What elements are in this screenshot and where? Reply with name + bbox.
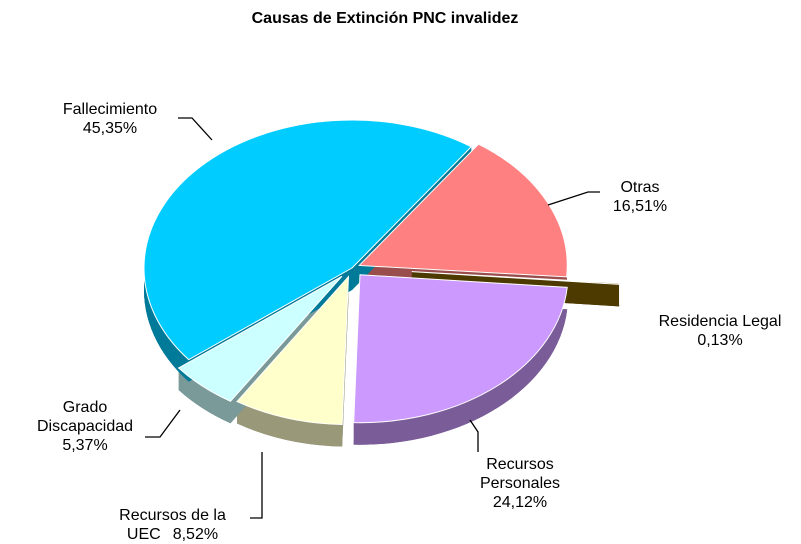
category-name: Grado Discapacidad — [36, 399, 134, 435]
leader-line — [547, 191, 600, 206]
leader-lines — [145, 117, 600, 519]
value-label: 16,51% — [612, 198, 668, 215]
category-name: Recursos de la UEC — [119, 507, 226, 543]
category-name: Recursos Personales — [479, 456, 561, 492]
slice-label: Recursos Personales 24,12% — [470, 455, 570, 512]
slice — [353, 274, 568, 424]
value-label: 8,52% — [172, 526, 219, 543]
chart-title: Causas de Extinción PNC invalidez — [251, 10, 519, 27]
value-label: 45,35% — [82, 120, 138, 137]
slice-label: Fallecimiento 45,35% — [35, 100, 185, 138]
slice — [236, 275, 350, 426]
slice-label: Grado Discapacidad 5,37% — [30, 398, 140, 455]
leader-line — [469, 419, 479, 452]
category-name: Fallecimiento — [62, 101, 158, 118]
value-label: 5,37% — [62, 437, 108, 454]
slice-label: Residencia Legal 0,13% — [620, 312, 801, 350]
value-label: 0,13% — [697, 332, 743, 349]
slice — [143, 119, 473, 361]
leader-line — [250, 452, 263, 519]
slice — [177, 275, 343, 402]
leader-line — [145, 409, 181, 438]
slice-label: Otras 16,51% — [580, 178, 700, 216]
slice-label: Recursos de la UEC 8,52% — [95, 506, 250, 544]
value-label: 24,12% — [492, 494, 548, 511]
category-name: Otras — [620, 179, 660, 196]
leader-line — [178, 117, 213, 141]
category-name: Residencia Legal — [658, 313, 782, 330]
slice — [411, 271, 620, 285]
slice — [358, 143, 568, 278]
